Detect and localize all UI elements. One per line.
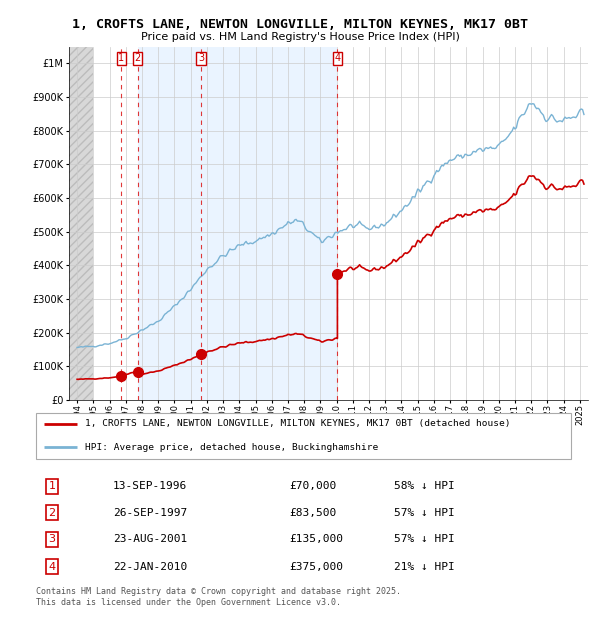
Text: 58% ↓ HPI: 58% ↓ HPI	[394, 482, 455, 492]
Text: 3: 3	[198, 53, 204, 63]
Text: £135,000: £135,000	[289, 534, 343, 544]
Text: 4: 4	[334, 53, 340, 63]
Text: £83,500: £83,500	[289, 508, 337, 518]
Text: 13-SEP-1996: 13-SEP-1996	[113, 482, 187, 492]
Text: 3: 3	[49, 534, 56, 544]
Text: 57% ↓ HPI: 57% ↓ HPI	[394, 534, 455, 544]
FancyBboxPatch shape	[35, 413, 571, 459]
Text: £70,000: £70,000	[289, 482, 337, 492]
Text: 26-SEP-1997: 26-SEP-1997	[113, 508, 187, 518]
Bar	[138, 46, 337, 400]
Text: 1: 1	[118, 53, 124, 63]
Text: Contains HM Land Registry data © Crown copyright and database right 2025.
This d: Contains HM Land Registry data © Crown c…	[35, 587, 401, 607]
Text: 1, CROFTS LANE, NEWTON LONGVILLE, MILTON KEYNES, MK17 0BT (detached house): 1, CROFTS LANE, NEWTON LONGVILLE, MILTON…	[85, 420, 511, 428]
Text: Price paid vs. HM Land Registry's House Price Index (HPI): Price paid vs. HM Land Registry's House …	[140, 32, 460, 42]
Text: 2: 2	[134, 53, 141, 63]
Text: HPI: Average price, detached house, Buckinghamshire: HPI: Average price, detached house, Buck…	[85, 443, 379, 451]
Bar	[69, 46, 94, 400]
Text: £375,000: £375,000	[289, 562, 343, 572]
Text: 22-JAN-2010: 22-JAN-2010	[113, 562, 187, 572]
Text: 1: 1	[49, 482, 56, 492]
Bar	[69, 46, 94, 400]
Text: 4: 4	[49, 562, 56, 572]
Text: 57% ↓ HPI: 57% ↓ HPI	[394, 508, 455, 518]
Text: 23-AUG-2001: 23-AUG-2001	[113, 534, 187, 544]
Text: 21% ↓ HPI: 21% ↓ HPI	[394, 562, 455, 572]
Text: 2: 2	[49, 508, 56, 518]
Text: 1, CROFTS LANE, NEWTON LONGVILLE, MILTON KEYNES, MK17 0BT: 1, CROFTS LANE, NEWTON LONGVILLE, MILTON…	[72, 19, 528, 31]
